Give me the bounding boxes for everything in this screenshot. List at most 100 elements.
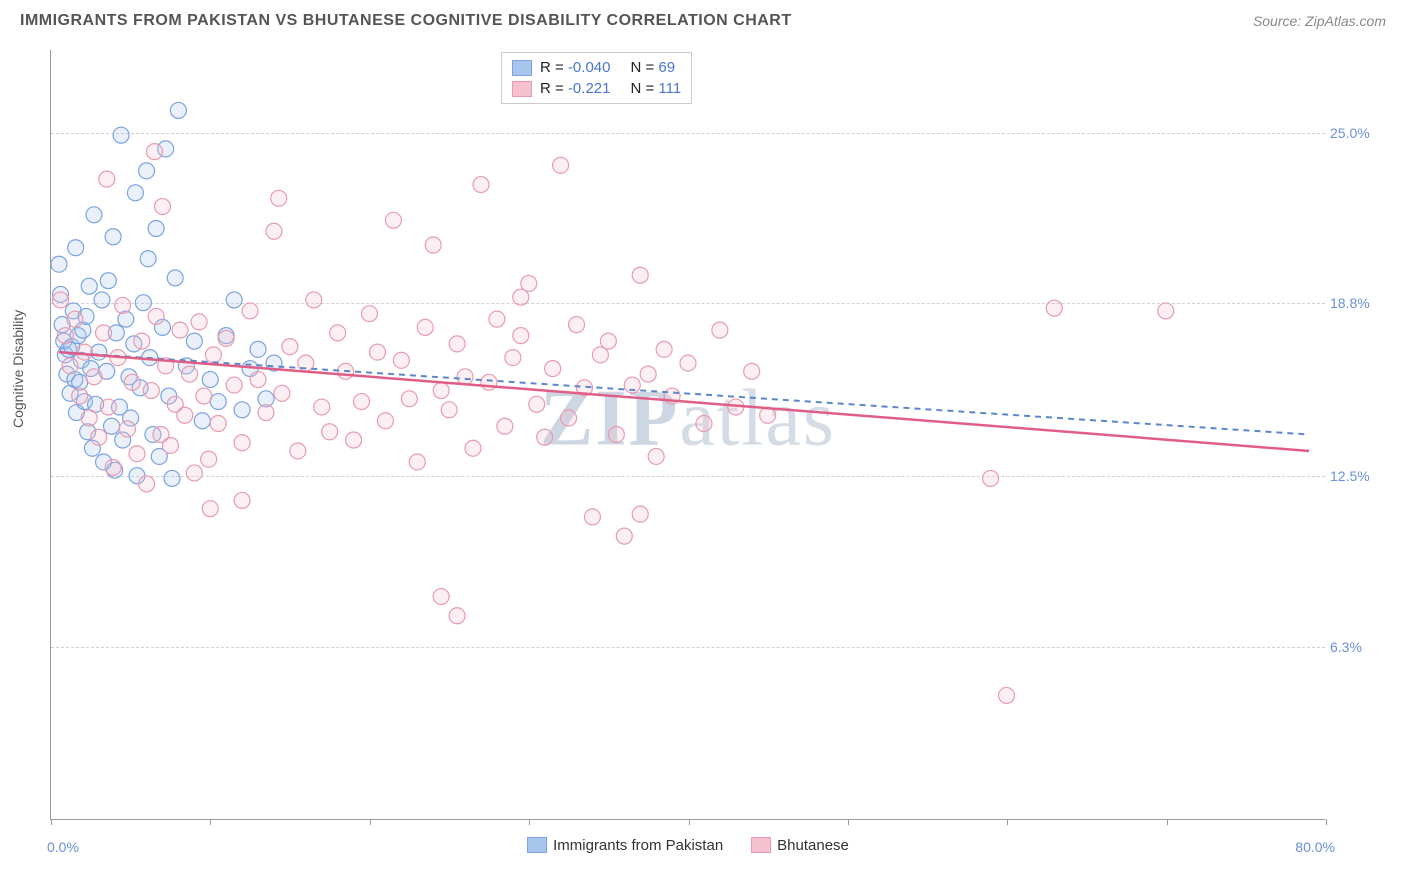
scatter-point-pakistan bbox=[170, 102, 186, 118]
x-tick bbox=[848, 819, 849, 825]
scatter-point-bhutanese bbox=[53, 292, 69, 308]
scatter-point-bhutanese bbox=[417, 319, 433, 335]
scatter-point-bhutanese bbox=[162, 437, 178, 453]
scatter-point-bhutanese bbox=[57, 328, 73, 344]
scatter-point-bhutanese bbox=[561, 410, 577, 426]
legend-bottom-swatch-pakistan bbox=[527, 837, 547, 853]
scatter-point-pakistan bbox=[127, 185, 143, 201]
scatter-point-bhutanese bbox=[513, 289, 529, 305]
legend-stats-row-pakistan: R = -0.040N = 69 bbox=[512, 57, 681, 78]
scatter-point-bhutanese bbox=[608, 427, 624, 443]
scatter-point-bhutanese bbox=[258, 405, 274, 421]
scatter-point-bhutanese bbox=[242, 303, 258, 319]
scatter-point-bhutanese bbox=[177, 407, 193, 423]
scatter-point-bhutanese bbox=[234, 435, 250, 451]
scatter-point-bhutanese bbox=[441, 402, 457, 418]
scatter-point-bhutanese bbox=[346, 432, 362, 448]
source-label: Source: ZipAtlas.com bbox=[1253, 13, 1386, 29]
scatter-point-bhutanese bbox=[377, 413, 393, 429]
scatter-point-bhutanese bbox=[172, 322, 188, 338]
scatter-point-bhutanese bbox=[266, 223, 282, 239]
scatter-point-bhutanese bbox=[191, 314, 207, 330]
legend-swatch-pakistan bbox=[512, 60, 532, 76]
scatter-point-bhutanese bbox=[983, 470, 999, 486]
x-max-label: 80.0% bbox=[1295, 839, 1335, 855]
scatter-point-bhutanese bbox=[616, 528, 632, 544]
scatter-point-bhutanese bbox=[1046, 300, 1062, 316]
scatter-point-bhutanese bbox=[385, 212, 401, 228]
scatter-point-bhutanese bbox=[62, 358, 78, 374]
scatter-point-pakistan bbox=[94, 292, 110, 308]
scatter-point-bhutanese bbox=[473, 177, 489, 193]
scatter-point-bhutanese bbox=[505, 350, 521, 366]
scatter-point-bhutanese bbox=[129, 446, 145, 462]
x-tick bbox=[1167, 819, 1168, 825]
scatter-point-bhutanese bbox=[290, 443, 306, 459]
scatter-point-bhutanese bbox=[274, 385, 290, 401]
y-tick-label: 25.0% bbox=[1330, 125, 1385, 141]
scatter-point-pakistan bbox=[51, 256, 67, 272]
scatter-point-bhutanese bbox=[545, 361, 561, 377]
x-tick bbox=[689, 819, 690, 825]
scatter-point-pakistan bbox=[68, 240, 84, 256]
scatter-point-bhutanese bbox=[553, 157, 569, 173]
scatter-point-pakistan bbox=[250, 341, 266, 357]
scatter-point-pakistan bbox=[81, 278, 97, 294]
scatter-point-bhutanese bbox=[115, 297, 131, 313]
scatter-point-bhutanese bbox=[409, 454, 425, 470]
scatter-point-bhutanese bbox=[712, 322, 728, 338]
scatter-point-bhutanese bbox=[226, 377, 242, 393]
x-tick bbox=[1326, 819, 1327, 825]
scatter-point-bhutanese bbox=[744, 363, 760, 379]
chart-title: IMMIGRANTS FROM PAKISTAN VS BHUTANESE CO… bbox=[20, 12, 792, 30]
scatter-point-bhutanese bbox=[449, 336, 465, 352]
y-axis-label: Cognitive Disability bbox=[10, 310, 26, 428]
scatter-point-bhutanese bbox=[218, 330, 234, 346]
scatter-point-bhutanese bbox=[96, 325, 112, 341]
scatter-point-bhutanese bbox=[401, 391, 417, 407]
legend-stats-row-bhutanese: R = -0.221N = 111 bbox=[512, 78, 681, 99]
scatter-point-pakistan bbox=[210, 394, 226, 410]
scatter-point-pakistan bbox=[226, 292, 242, 308]
scatter-point-bhutanese bbox=[205, 347, 221, 363]
scatter-point-bhutanese bbox=[76, 344, 92, 360]
scatter-point-pakistan bbox=[135, 295, 151, 311]
scatter-point-bhutanese bbox=[513, 328, 529, 344]
scatter-point-bhutanese bbox=[354, 394, 370, 410]
scatter-point-bhutanese bbox=[282, 339, 298, 355]
scatter-point-bhutanese bbox=[529, 396, 545, 412]
scatter-point-bhutanese bbox=[105, 459, 121, 475]
scatter-point-bhutanese bbox=[81, 410, 97, 426]
scatter-point-bhutanese bbox=[656, 341, 672, 357]
x-min-label: 0.0% bbox=[47, 839, 79, 855]
scatter-point-bhutanese bbox=[696, 416, 712, 432]
scatter-point-bhutanese bbox=[271, 190, 287, 206]
scatter-point-bhutanese bbox=[457, 369, 473, 385]
scatter-point-pakistan bbox=[186, 333, 202, 349]
scatter-point-bhutanese bbox=[67, 311, 83, 327]
scatter-point-pakistan bbox=[91, 344, 107, 360]
scatter-point-bhutanese bbox=[124, 374, 140, 390]
x-tick bbox=[1007, 819, 1008, 825]
scatter-point-bhutanese bbox=[481, 374, 497, 390]
legend-stats-box: R = -0.040N = 69R = -0.221N = 111 bbox=[501, 52, 692, 104]
scatter-point-bhutanese bbox=[147, 144, 163, 160]
scatter-point-bhutanese bbox=[210, 416, 226, 432]
y-tick-label: 12.5% bbox=[1330, 468, 1385, 484]
scatter-point-bhutanese bbox=[306, 292, 322, 308]
legend-bottom-label-bhutanese: Bhutanese bbox=[777, 837, 849, 854]
scatter-point-pakistan bbox=[86, 207, 102, 223]
legend-bottom-swatch-bhutanese bbox=[751, 837, 771, 853]
scatter-point-bhutanese bbox=[632, 267, 648, 283]
x-tick bbox=[210, 819, 211, 825]
chart-plot-area: ZIPatlas R = -0.040N = 69R = -0.221N = 1… bbox=[50, 50, 1325, 820]
x-tick bbox=[370, 819, 371, 825]
scatter-point-pakistan bbox=[100, 273, 116, 289]
scatter-point-bhutanese bbox=[330, 325, 346, 341]
scatter-point-bhutanese bbox=[632, 506, 648, 522]
legend-n-bhutanese: N = 111 bbox=[630, 80, 681, 97]
scatter-point-pakistan bbox=[113, 127, 129, 143]
scatter-point-bhutanese bbox=[433, 589, 449, 605]
scatter-point-bhutanese bbox=[139, 476, 155, 492]
scatter-point-bhutanese bbox=[314, 399, 330, 415]
